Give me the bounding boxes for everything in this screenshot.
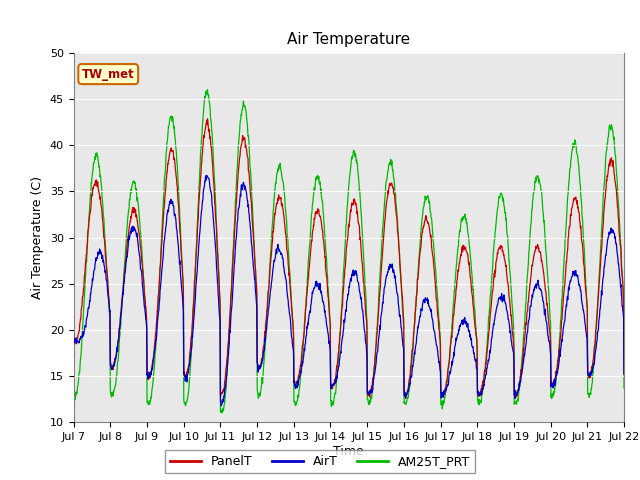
PanelT	[192, 253, 200, 259]
Y-axis label: Air Temperature (C): Air Temperature (C)	[31, 176, 44, 299]
Line: PanelT: PanelT	[74, 119, 624, 398]
Title: Air Temperature: Air Temperature	[287, 33, 410, 48]
PanelT	[70, 330, 77, 336]
Legend: PanelT, AirT, AM25T_PRT: PanelT, AirT, AM25T_PRT	[165, 450, 475, 473]
AM25T_PRT	[507, 282, 515, 288]
X-axis label: Time: Time	[333, 445, 364, 458]
PanelT	[204, 116, 211, 121]
PanelT	[507, 312, 515, 318]
AM25T_PRT	[70, 383, 77, 388]
Line: AirT: AirT	[74, 175, 624, 406]
AirT	[192, 282, 200, 288]
PanelT	[556, 348, 563, 354]
AirT	[70, 341, 77, 347]
AM25T_PRT	[255, 396, 262, 401]
AM25T_PRT	[204, 86, 211, 92]
AM25T_PRT	[556, 339, 563, 345]
AirT	[179, 297, 186, 302]
PanelT	[402, 396, 410, 401]
PanelT	[620, 371, 628, 377]
AirT	[620, 371, 628, 377]
PanelT	[254, 364, 262, 370]
AirT	[435, 360, 443, 366]
Line: AM25T_PRT: AM25T_PRT	[74, 89, 624, 413]
PanelT	[435, 326, 443, 332]
AirT	[203, 172, 211, 178]
AM25T_PRT	[218, 410, 225, 416]
AirT	[255, 365, 262, 371]
Text: TW_met: TW_met	[82, 68, 134, 81]
AirT	[507, 331, 515, 337]
PanelT	[179, 272, 186, 277]
AirT	[218, 403, 225, 409]
AM25T_PRT	[179, 274, 186, 279]
AirT	[556, 356, 563, 361]
AM25T_PRT	[192, 253, 200, 259]
AM25T_PRT	[435, 317, 443, 323]
AM25T_PRT	[620, 385, 628, 391]
